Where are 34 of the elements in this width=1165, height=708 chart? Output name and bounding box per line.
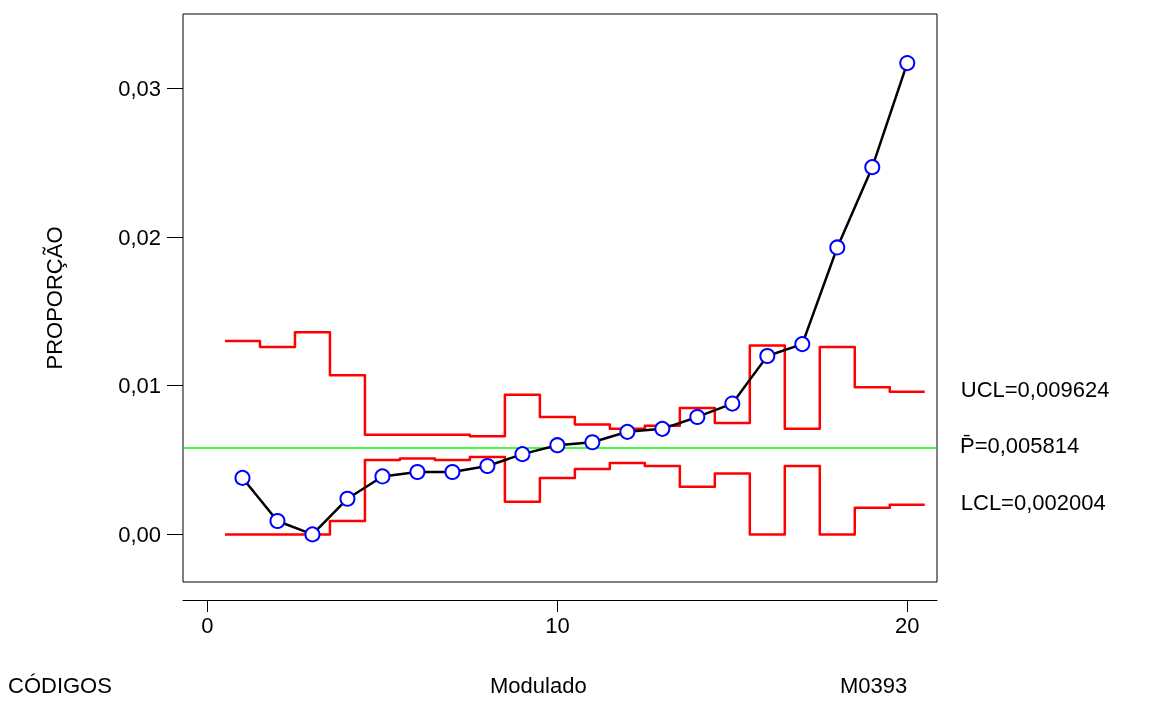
- y-tick-label: 0,01: [118, 373, 161, 399]
- point: [724, 395, 741, 412]
- point: [864, 159, 881, 176]
- y-tick-label: 0,03: [118, 75, 161, 101]
- text: CÓDIGOS: [8, 672, 112, 698]
- point: [689, 408, 706, 425]
- annotation: UCL=0,009624: [960, 376, 1110, 402]
- point: [339, 490, 356, 507]
- point: [514, 446, 531, 463]
- x-tick-label: 10: [545, 612, 570, 638]
- point: [269, 513, 286, 530]
- ref-line-label: P̄=0,005814: [960, 433, 1080, 459]
- point: [409, 463, 426, 480]
- point: [549, 437, 566, 454]
- point: [899, 55, 916, 72]
- y-axis-title: PROPORÇÃO: [41, 226, 67, 370]
- x-tick-label: 0: [201, 612, 214, 638]
- point: [304, 526, 321, 543]
- point: [619, 423, 636, 440]
- y-tick-label: 0,02: [118, 224, 161, 250]
- point: [829, 239, 846, 256]
- point: [234, 469, 251, 486]
- annotation: LCL=0,002004: [960, 490, 1106, 516]
- point: [654, 420, 671, 437]
- text: Modulado: [490, 672, 587, 698]
- point: [584, 434, 601, 451]
- text: M0393: [840, 672, 908, 698]
- point: [374, 468, 391, 485]
- x-tick-label: 20: [895, 612, 920, 638]
- point: [444, 463, 461, 480]
- point: [479, 458, 496, 475]
- point: [794, 336, 811, 353]
- point: [759, 347, 776, 364]
- y-tick-label: 0,00: [118, 521, 161, 547]
